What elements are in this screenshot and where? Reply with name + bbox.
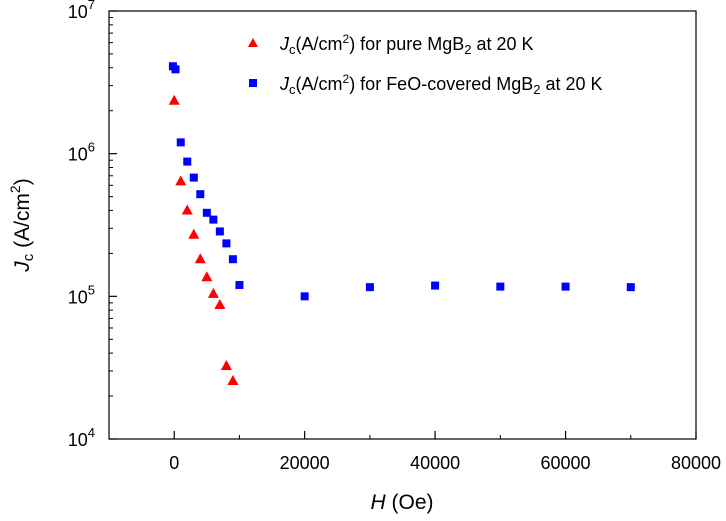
- y-axis-title: Jc (A/cm2): [7, 178, 37, 272]
- point-pure: [181, 204, 193, 215]
- point-feo: [365, 283, 374, 292]
- legend: Jc(A/cm2) for pure MgB2 at 20 K Jc(A/cm2…: [248, 32, 603, 97]
- point-feo: [183, 157, 192, 166]
- point-pure: [175, 175, 187, 186]
- legend-label-pure: Jc(A/cm2) for pure MgB2 at 20 K: [279, 32, 534, 57]
- point-feo: [561, 282, 570, 291]
- point-feo: [431, 281, 440, 290]
- point-pure: [220, 359, 232, 370]
- legend-label-feo: Jc(A/cm2) for FeO-covered MgB2 at 20 K: [279, 72, 603, 97]
- point-feo: [228, 255, 237, 264]
- point-feo: [189, 173, 198, 182]
- y-tick-label: 105: [68, 282, 95, 307]
- x-tick-label: 60000: [541, 453, 591, 473]
- ticks: 0 20000 40000 60000 80000 104 105 106 107: [68, 0, 721, 473]
- point-feo: [222, 239, 231, 248]
- point-feo: [235, 281, 244, 290]
- legend-marker-feo: [249, 79, 257, 87]
- point-feo: [176, 138, 185, 147]
- marks: [168, 62, 635, 386]
- point-feo: [171, 65, 180, 74]
- point-pure: [188, 228, 200, 239]
- point-pure: [168, 94, 180, 105]
- point-feo: [209, 215, 218, 224]
- plot-frame: [108, 10, 697, 440]
- point-pure: [194, 253, 206, 264]
- point-feo: [626, 283, 635, 292]
- y-tick-label: 106: [68, 140, 95, 165]
- x-axis-title: H (Oe): [370, 491, 433, 514]
- x-tick-label: 40000: [410, 453, 460, 473]
- legend-marker-pure: [248, 38, 258, 47]
- x-tick-label: 0: [169, 453, 179, 473]
- point-feo: [215, 227, 224, 236]
- point-pure: [207, 287, 219, 298]
- point-pure: [214, 298, 226, 309]
- point-feo: [300, 292, 309, 301]
- y-tick-label: 107: [68, 0, 95, 22]
- x-tick-label: 20000: [280, 453, 330, 473]
- y-tick-label: 104: [68, 425, 95, 450]
- point-feo: [202, 208, 211, 217]
- point-pure: [201, 271, 213, 282]
- point-feo: [496, 282, 505, 291]
- point-pure: [227, 375, 239, 386]
- point-feo: [196, 190, 205, 199]
- x-tick-label: 80000: [671, 453, 721, 473]
